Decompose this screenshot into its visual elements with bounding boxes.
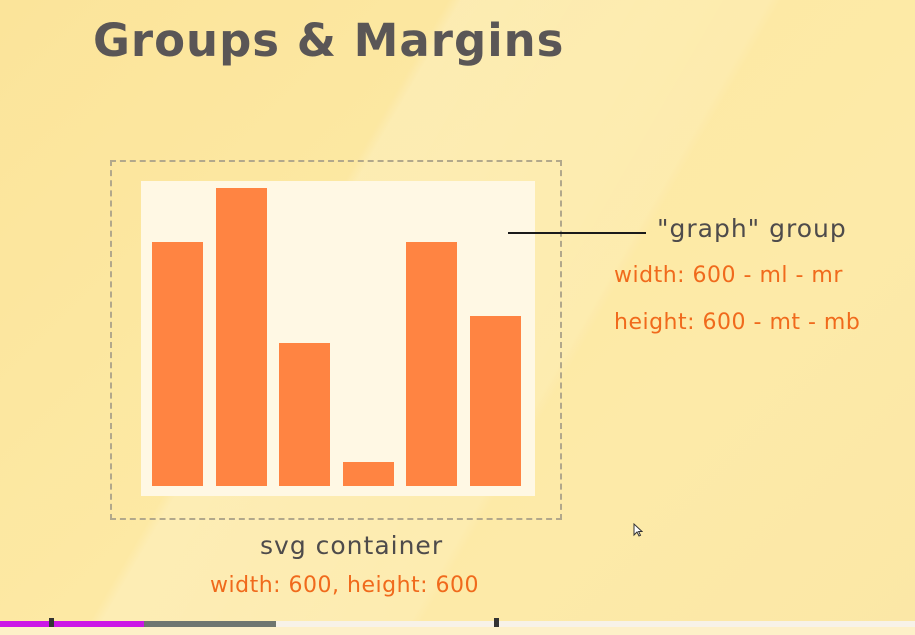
video-progress-bar[interactable]	[0, 618, 915, 630]
svg-container-box	[110, 160, 562, 520]
bar	[343, 462, 394, 486]
svg-container-label: svg container	[260, 531, 444, 560]
callout-line	[508, 232, 646, 234]
mouse-cursor-icon	[633, 523, 643, 537]
progress-played	[0, 621, 144, 627]
graph-height-formula: height: 600 - mt - mb	[614, 310, 861, 335]
bar	[216, 188, 267, 486]
graph-group-box	[141, 181, 535, 496]
bottom-strip	[0, 627, 915, 635]
progress-marker[interactable]	[494, 618, 499, 630]
slide-title: Groups & Margins	[93, 14, 565, 67]
progress-marker[interactable]	[49, 618, 54, 630]
bar	[152, 242, 203, 486]
svg-dimensions-label: width: 600, height: 600	[210, 573, 480, 598]
graph-group-label: "graph" group	[657, 214, 847, 243]
bar	[406, 242, 457, 486]
bar	[470, 316, 521, 486]
bar	[279, 343, 330, 486]
graph-width-formula: width: 600 - ml - mr	[614, 263, 843, 288]
